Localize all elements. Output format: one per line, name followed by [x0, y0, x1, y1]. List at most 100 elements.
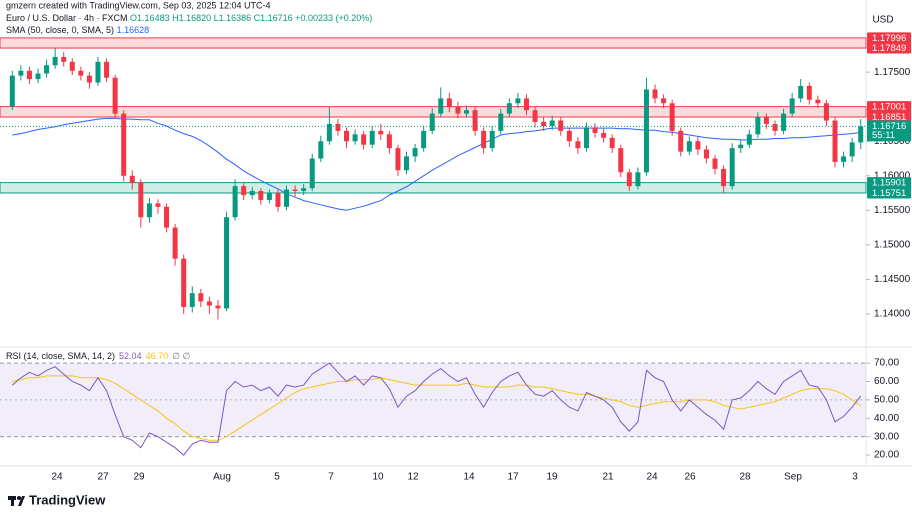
candle-body: [498, 113, 504, 131]
sma-legend: SMA (50, close, 0, SMA, 5) 1.16628: [6, 25, 149, 35]
candle-body: [849, 142, 855, 157]
candle-body: [369, 130, 375, 145]
y-tick-label: 1.15500: [874, 205, 911, 216]
candle-body: [121, 113, 127, 176]
candle-body: [652, 89, 658, 99]
candle-body: [746, 134, 752, 145]
candle-body: [155, 203, 161, 207]
candle-body: [472, 110, 478, 131]
candle-body: [301, 188, 307, 191]
candle-body: [678, 130, 684, 152]
candle-body: [729, 148, 735, 187]
rsi-ma-line: [12, 375, 861, 441]
candle-body: [224, 217, 230, 309]
price-tag: 1.17849: [872, 43, 906, 54]
candle-body: [532, 110, 538, 122]
candle-body: [721, 168, 727, 187]
candle-body: [798, 85, 804, 99]
x-tick-label: 19: [546, 472, 558, 483]
candle-body: [772, 123, 778, 131]
candle-body: [386, 134, 392, 149]
candle-body: [541, 121, 547, 127]
candle-body: [35, 73, 41, 80]
zone: [0, 182, 867, 194]
candle-body: [78, 70, 84, 76]
candle-body: [86, 75, 92, 83]
x-tick-label: Sep: [784, 472, 802, 483]
currency: USD: [872, 15, 893, 26]
price-tag-bg: [867, 111, 911, 123]
candle-body: [481, 130, 487, 149]
candle-body: [523, 98, 529, 111]
price-tag-bg: [867, 101, 911, 113]
candle-body: [104, 61, 110, 78]
price-tag-bg: [867, 32, 911, 44]
candle-body: [138, 182, 144, 218]
price-tag: 1.15901: [872, 178, 906, 189]
candle-body: [172, 227, 178, 259]
brand-logo: [8, 496, 25, 506]
candle-body: [841, 156, 847, 162]
candle-body: [601, 132, 607, 138]
candle-body: [566, 130, 572, 142]
rsi-tick-label: 60.00: [874, 376, 899, 387]
candle-body: [438, 98, 444, 114]
price-tag: 1.16851: [872, 112, 906, 123]
candle-body: [832, 120, 838, 162]
candle-body: [763, 117, 769, 124]
candle-body: [661, 98, 667, 104]
y-tick-label: 1.14500: [874, 274, 911, 285]
candle-body: [583, 127, 589, 149]
rsi-tick-label: 30.00: [874, 431, 899, 442]
rsi-tick-label: 70.00: [874, 358, 899, 369]
rsi-legend: RSI (14, close, SMA, 14, 2) 52.04 46.70 ∅ ∅: [6, 351, 190, 361]
x-tick-label: 27: [97, 472, 109, 483]
symbol: Euro / U.S. Dollar · 4h · FXCM: [6, 13, 128, 23]
candle-body: [275, 193, 281, 207]
candle-body: [266, 193, 272, 200]
x-tick-label: 3: [852, 472, 858, 483]
candle-body: [429, 113, 435, 131]
candle-body: [258, 190, 264, 200]
sma-label: SMA (50, close, 0, SMA, 5): [6, 25, 114, 35]
price-tag: 1.17996: [872, 33, 906, 44]
x-tick-label: 14: [463, 472, 475, 483]
candle-body: [575, 141, 581, 149]
price-tag-bg: [867, 177, 911, 189]
candle-body: [421, 130, 427, 149]
candle-body: [669, 103, 675, 131]
x-tick-label: 28: [739, 472, 751, 483]
sma-value: 1.16628: [117, 25, 150, 35]
candle-body: [463, 110, 469, 114]
price-tag: 1.17001: [872, 102, 906, 113]
candle-body: [198, 293, 204, 302]
y-tick-label: 1.17500: [874, 67, 911, 78]
rsi-tick-label: 20.00: [874, 450, 899, 461]
x-tick-label: 5: [274, 472, 280, 483]
candle-body: [404, 156, 410, 171]
candle-body: [823, 103, 829, 121]
candle-body: [164, 206, 170, 228]
zone: [0, 37, 867, 49]
candle-body: [643, 89, 649, 173]
symbol-legend: Euro / U.S. Dollar · 4h · FXCM O1.16483 …: [6, 13, 372, 23]
rsi-value: 52.04: [119, 351, 142, 361]
candle-body: [18, 70, 24, 76]
candle-body: [378, 130, 384, 135]
candle-body: [712, 158, 718, 169]
candle-body: [189, 293, 195, 308]
candle-body: [318, 141, 324, 159]
ohlc: O1.16483 H1.16820 L1.16386 C1.16716 +0.0…: [130, 13, 372, 23]
candle-body: [95, 61, 101, 83]
candle-body: [52, 56, 58, 66]
x-tick-label: 26: [684, 472, 696, 483]
x-tick-label: 29: [133, 472, 145, 483]
y-tick-label: 1.16000: [874, 170, 911, 181]
x-tick-label: 17: [507, 472, 519, 483]
candle-body: [412, 148, 418, 157]
candle-body: [241, 186, 247, 196]
x-tick-label: Aug: [213, 472, 231, 483]
x-tick-label: 24: [51, 472, 63, 483]
